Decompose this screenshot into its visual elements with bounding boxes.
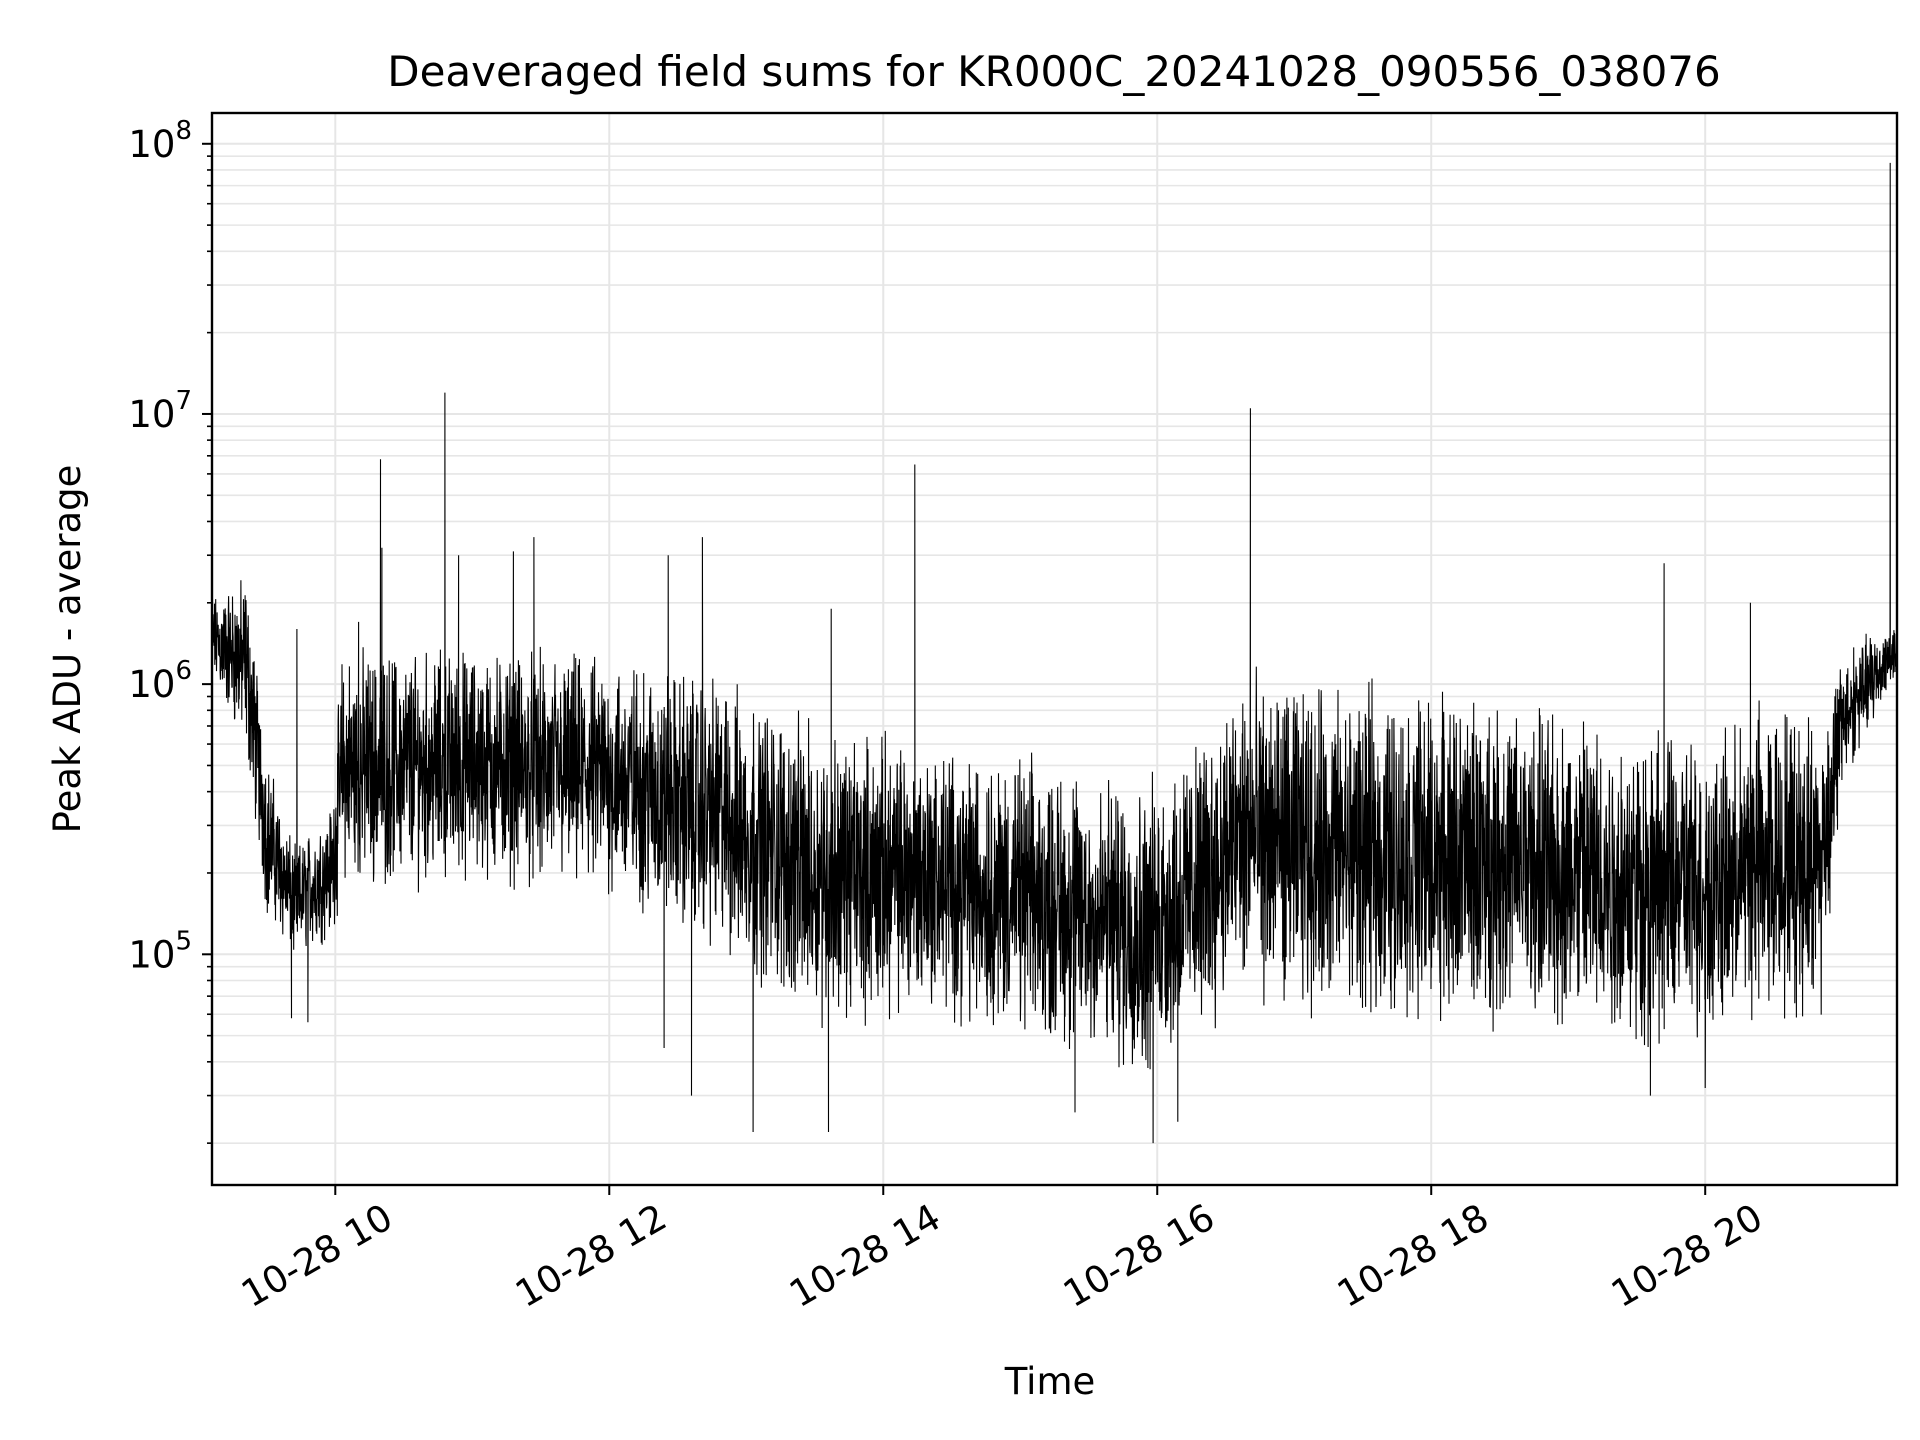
x-axis-label: Time [1004,1360,1096,1403]
plot-frame [210,111,1899,1187]
y-tick-label: 108 [128,116,192,166]
chart-title: Deaveraged field sums for KR000C_2024102… [387,47,1721,96]
y-axis-label: Peak ADU - average [46,465,89,834]
series [211,162,1898,1144]
y-tick-label: 107 [128,386,192,436]
y-tick-label: 106 [128,656,192,706]
series-line [211,162,1898,1144]
y-axis: 105 106 107 108 [128,116,212,1144]
y-tick-label: 105 [128,926,192,976]
